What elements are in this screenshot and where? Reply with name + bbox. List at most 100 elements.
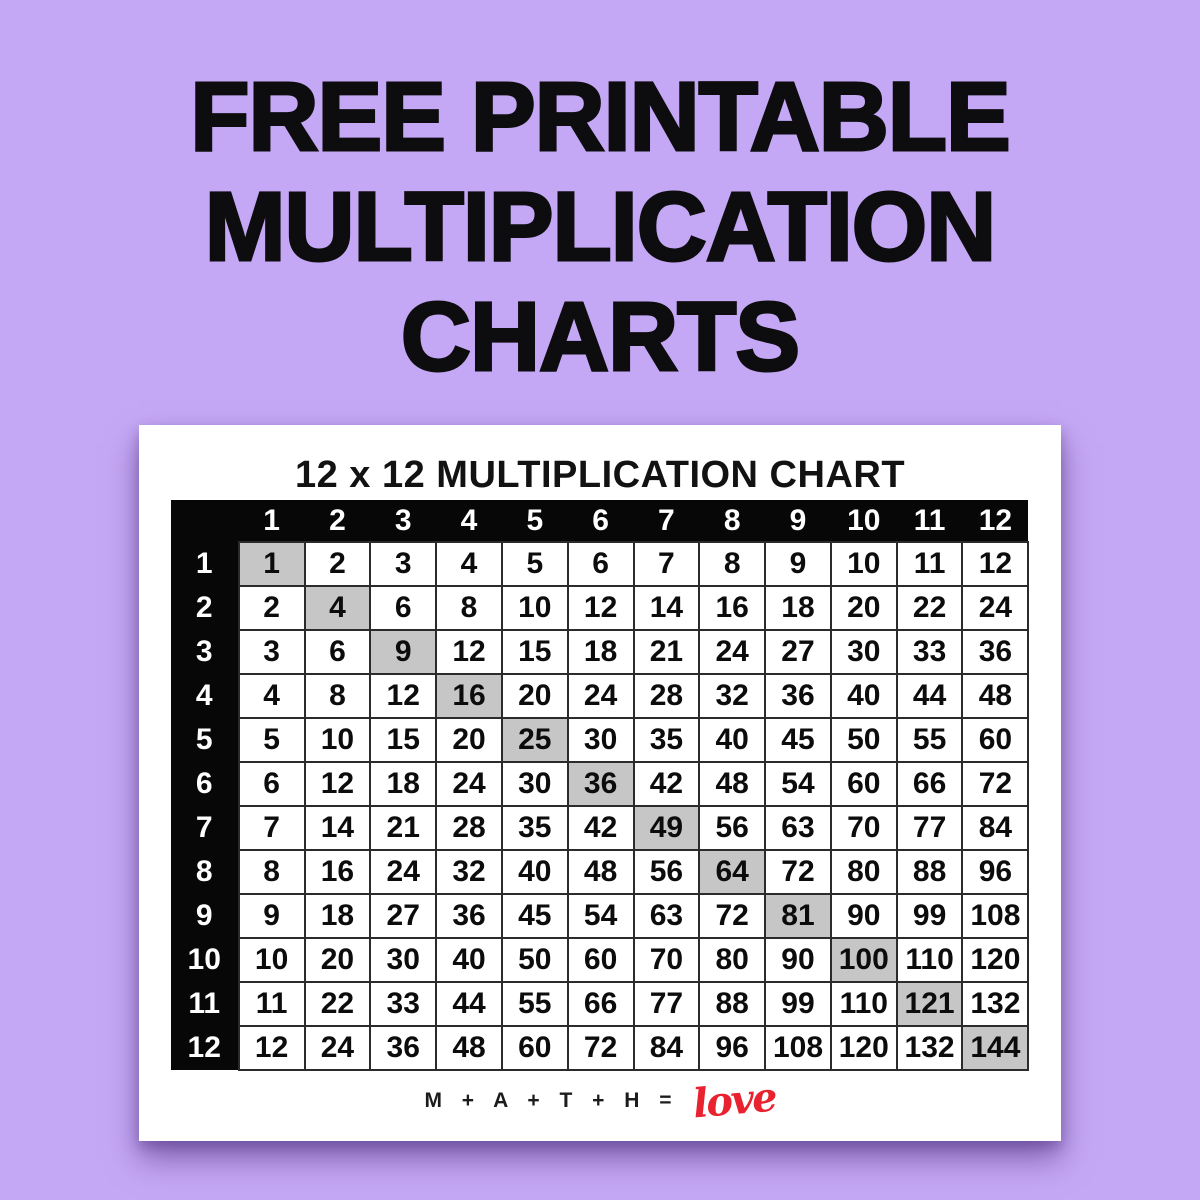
table-cell: 108: [764, 1025, 832, 1071]
table-cell: 80: [829, 849, 898, 895]
table-row: 2 2 4 6 8 10 12 14 16 18 20 22 24: [170, 585, 1030, 631]
table-cell: 72: [566, 1025, 635, 1071]
table-cell: 110: [829, 981, 898, 1027]
table-cell: 55: [895, 717, 964, 763]
column-header-cell: 9: [765, 500, 831, 542]
table-cell: 54: [566, 893, 635, 939]
table-cell: 12: [237, 1025, 306, 1071]
math-equation-text: M + A + T + H =: [424, 1089, 679, 1112]
table-cell: 88: [895, 849, 964, 895]
table-cell: 60: [961, 717, 1030, 763]
table-cell: 3: [237, 629, 306, 675]
table-cell: 45: [764, 717, 832, 763]
table-cell: 8: [303, 673, 372, 719]
table-cell: 3: [369, 541, 438, 587]
table-cell: 36: [764, 673, 832, 719]
table-cell: 30: [369, 937, 438, 983]
table-cell: 30: [566, 717, 635, 763]
table-cell: 36: [435, 893, 503, 939]
table-cell: 6: [303, 629, 372, 675]
table-row: 1 1 2 3 4 5 6 7 8 9 10 11 12: [170, 541, 1030, 587]
table-cell: 60: [566, 937, 635, 983]
table-cell-square-highlight: 1: [237, 541, 306, 587]
table-row: 10 10 20 30 40 50 60 70 80 90 100 110 120: [170, 937, 1030, 983]
table-cell: 66: [566, 981, 635, 1027]
column-header-cell: 5: [501, 500, 568, 542]
column-header-cell: 12: [962, 500, 1029, 542]
table-cell: 9: [237, 893, 306, 939]
table-cell: 80: [698, 937, 767, 983]
card-footer: M + A + T + H = love: [139, 1073, 1061, 1127]
table-cell: 70: [829, 805, 898, 851]
poster-title-line-2: MULTIPLICATION: [203, 171, 998, 283]
table-cell: 63: [764, 805, 832, 851]
table-cell: 22: [303, 981, 372, 1027]
table-cell: 10: [237, 937, 306, 983]
table-cell: 5: [237, 717, 306, 763]
table-cell: 40: [500, 849, 569, 895]
table-cell: 24: [303, 1025, 372, 1071]
multiplication-table-body: 1 1 2 3 4 5 6 7 8 9 10 11 12 2 2 4 6 8 10 12 14 16 18 20 22 24 3 3 6…: [170, 541, 1030, 1071]
table-cell: 5: [500, 541, 569, 587]
table-cell: 132: [961, 981, 1030, 1027]
table-cell: 4: [435, 541, 503, 587]
table-cell: 60: [829, 761, 898, 807]
table-cell: 10: [303, 717, 372, 763]
table-cell: 14: [303, 805, 372, 851]
table-cell: 24: [961, 585, 1030, 631]
table-cell: 8: [698, 541, 767, 587]
table-cell: 44: [435, 981, 503, 1027]
table-cell: 15: [500, 629, 569, 675]
table-cell-square-highlight: 36: [566, 761, 635, 807]
row-header-cell: 3: [170, 630, 239, 674]
table-cell: 96: [961, 849, 1030, 895]
table-cell: 66: [895, 761, 964, 807]
table-cell: 24: [698, 629, 767, 675]
table-cell: 48: [435, 1025, 503, 1071]
table-corner-cell: [170, 500, 239, 542]
table-cell: 27: [369, 893, 438, 939]
row-header-cell: 4: [170, 674, 239, 718]
table-cell: 21: [369, 805, 438, 851]
table-cell-square-highlight: 81: [764, 893, 832, 939]
column-header-row: 1 2 3 4 5 6 7 8 9 10 11 12: [170, 500, 1029, 542]
column-header-cell: 3: [370, 500, 437, 542]
table-cell: 72: [698, 893, 767, 939]
table-cell: 48: [961, 673, 1030, 719]
table-cell: 24: [369, 849, 438, 895]
table-cell: 72: [764, 849, 832, 895]
table-cell-square-highlight: 121: [895, 981, 964, 1027]
table-cell: 27: [764, 629, 832, 675]
table-cell-square-highlight: 144: [961, 1025, 1030, 1071]
table-cell: 50: [829, 717, 898, 763]
table-cell: 120: [961, 937, 1030, 983]
table-cell: 33: [895, 629, 964, 675]
table-cell: 90: [829, 893, 898, 939]
table-cell: 12: [961, 541, 1030, 587]
table-cell: 108: [961, 893, 1030, 939]
table-cell: 12: [566, 585, 635, 631]
table-row: 11 11 22 33 44 55 66 77 88 99 110 121 132: [170, 981, 1030, 1027]
table-cell: 24: [435, 761, 503, 807]
table-cell: 36: [369, 1025, 438, 1071]
table-cell: 11: [895, 541, 964, 587]
table-row: 5 5 10 15 20 25 30 35 40 45 50 55 60: [170, 717, 1030, 763]
table-cell: 10: [829, 541, 898, 587]
table-cell: 18: [369, 761, 438, 807]
table-cell: 28: [435, 805, 503, 851]
row-header-cell: 5: [170, 718, 239, 762]
table-cell: 40: [435, 937, 503, 983]
table-cell: 56: [698, 805, 767, 851]
love-script-word: love: [691, 1073, 778, 1128]
table-cell-square-highlight: 4: [303, 585, 372, 631]
table-cell: 12: [303, 761, 372, 807]
table-cell: 40: [829, 673, 898, 719]
table-cell: 7: [237, 805, 306, 851]
table-cell-square-highlight: 25: [500, 717, 569, 763]
row-header-cell: 12: [170, 1026, 239, 1070]
table-row: 3 3 6 9 12 15 18 21 24 27 30 33 36: [170, 629, 1030, 675]
table-cell-square-highlight: 100: [829, 937, 898, 983]
table-cell-square-highlight: 64: [698, 849, 767, 895]
table-cell-square-highlight: 49: [632, 805, 701, 851]
table-cell: 30: [829, 629, 898, 675]
